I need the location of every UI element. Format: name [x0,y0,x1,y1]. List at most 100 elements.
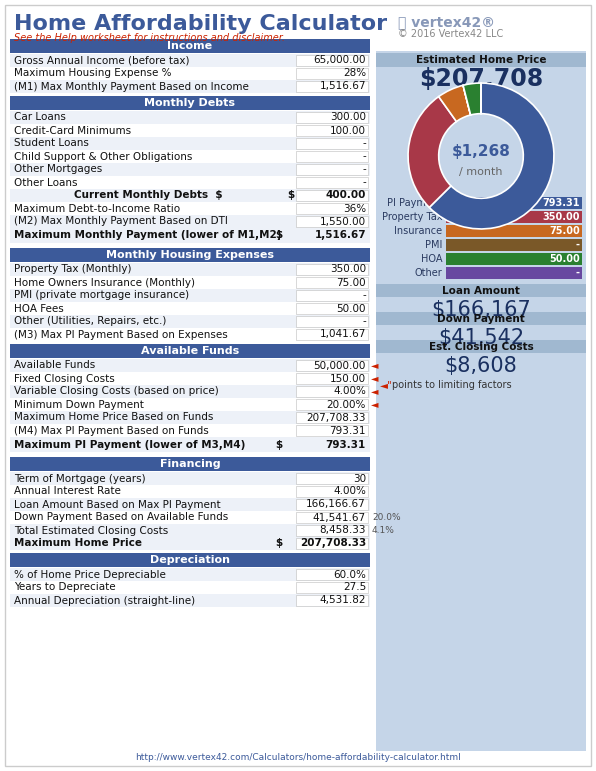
Bar [10,39,370,53]
Text: Other Loans: Other Loans [14,177,77,187]
Text: 75.00: 75.00 [550,226,580,236]
Bar [296,473,368,484]
Text: $: $ [275,538,282,548]
Text: Maximum Housing Expense %: Maximum Housing Expense % [14,69,172,79]
Bar [296,525,368,536]
Text: Monthly Housing Expenses: Monthly Housing Expenses [106,250,274,260]
Text: -: - [362,317,366,326]
Bar [296,112,368,123]
Bar [446,239,582,251]
Text: $: $ [287,190,294,200]
Bar [10,263,370,276]
Text: Maximum PI Payment (lower of M3,M4): Maximum PI Payment (lower of M3,M4) [14,439,246,449]
Bar [10,437,370,452]
Bar [10,163,370,176]
Bar [10,189,370,202]
Bar [376,312,586,325]
Text: 1,041.67: 1,041.67 [319,329,366,339]
Bar [10,276,370,289]
Text: Income: Income [167,41,213,51]
Bar [10,485,370,498]
Bar [10,215,370,228]
Text: 793.31: 793.31 [542,198,580,208]
Text: 100.00: 100.00 [330,126,366,136]
Text: -: - [576,240,580,250]
Bar [10,150,370,163]
Text: 1,516.67: 1,516.67 [314,231,366,241]
Text: See the Help worksheet for instructions and disclaimer.: See the Help worksheet for instructions … [14,33,285,43]
Text: http://www.vertex42.com/Calculators/home-affordability-calculator.html: http://www.vertex42.com/Calculators/home… [135,752,461,762]
Text: $1,268: $1,268 [452,144,510,159]
Text: (M1) Max Monthly Payment Based on Income: (M1) Max Monthly Payment Based on Income [14,82,249,92]
Text: (M2) Max Monthly Payment Based on DTI: (M2) Max Monthly Payment Based on DTI [14,217,228,227]
Text: 20.00%: 20.00% [327,399,366,409]
Bar [296,569,368,580]
Bar [296,151,368,162]
Text: Loan Amount: Loan Amount [442,285,520,295]
Text: Available Funds: Available Funds [141,346,239,356]
Text: Home Owners Insurance (Monthly): Home Owners Insurance (Monthly) [14,278,195,288]
Bar [296,290,368,301]
Text: 350.00: 350.00 [330,264,366,274]
Text: -: - [362,151,366,161]
Text: Available Funds: Available Funds [14,361,95,371]
Bar [376,340,586,353]
Text: 1,550.00: 1,550.00 [320,217,366,227]
Bar [296,264,368,275]
Text: Home Affordability Calculator: Home Affordability Calculator [14,14,387,34]
Bar [10,302,370,315]
Text: Years to Depreciate: Years to Depreciate [14,583,116,592]
Text: 350.00: 350.00 [542,212,580,222]
Text: 36%: 36% [343,204,366,214]
Bar [446,253,582,265]
Text: -: - [362,177,366,187]
Text: Gross Annual Income (before tax): Gross Annual Income (before tax) [14,56,190,66]
Bar [296,425,368,436]
Text: Total Estimated Closing Costs: Total Estimated Closing Costs [14,526,168,536]
Bar [376,53,586,67]
Text: Fixed Closing Costs: Fixed Closing Costs [14,373,115,383]
Text: 4.1%: 4.1% [372,526,395,535]
Bar [10,202,370,215]
Text: % of Home Price Depreciable: % of Home Price Depreciable [14,570,166,580]
Text: 20.0%: 20.0% [372,513,401,522]
Bar [10,176,370,189]
Bar [296,203,368,214]
Bar [296,303,368,314]
Text: ◄: ◄ [371,399,378,409]
Text: 28%: 28% [343,69,366,79]
Text: 793.31: 793.31 [330,426,366,436]
Text: ◄": ◄" [380,380,393,390]
Text: ◄: ◄ [371,373,378,383]
Bar [10,594,370,607]
Text: 65,000.00: 65,000.00 [313,56,366,66]
Bar [10,54,370,67]
Bar [296,277,368,288]
Text: Property Tax: Property Tax [381,212,442,222]
Text: HOA Fees: HOA Fees [14,304,64,314]
Text: -: - [362,164,366,174]
Bar [296,538,368,549]
Text: Estimated Home Price: Estimated Home Price [416,55,547,65]
Bar [296,486,368,497]
Wedge shape [439,86,471,122]
Text: 41,541.67: 41,541.67 [313,513,366,523]
Bar [10,359,370,372]
Text: Financing: Financing [160,459,221,469]
Text: Maximum Home Price: Maximum Home Price [14,538,142,548]
Bar [10,67,370,80]
Bar [296,138,368,149]
Bar [10,424,370,437]
Text: Student Loans: Student Loans [14,139,89,149]
Text: 4.00%: 4.00% [333,487,366,497]
Text: Annual Interest Rate: Annual Interest Rate [14,487,121,497]
Wedge shape [408,96,457,207]
Text: Maximum Home Price Based on Funds: Maximum Home Price Based on Funds [14,412,213,423]
Bar [296,412,368,423]
Text: 50,000.00: 50,000.00 [313,361,366,371]
Bar [296,216,368,227]
Bar [376,284,586,297]
Bar [296,177,368,188]
Bar [296,125,368,136]
Text: $41,542: $41,542 [438,328,524,348]
